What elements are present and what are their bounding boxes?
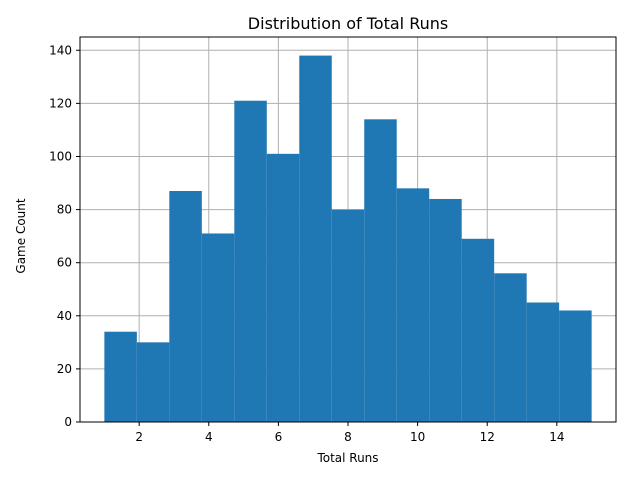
- x-axis-label: Total Runs: [316, 451, 378, 465]
- histogram-bar: [136, 342, 170, 422]
- y-tick-label: 80: [57, 203, 72, 217]
- y-tick-label: 40: [57, 309, 72, 323]
- y-tick-label: 20: [57, 362, 72, 376]
- x-tick-label: 10: [410, 430, 425, 444]
- histogram-bar: [526, 302, 560, 422]
- histogram-bar: [201, 233, 235, 422]
- histogram-bar: [104, 331, 137, 422]
- y-tick-label: 60: [57, 256, 72, 270]
- x-tick-label: 12: [480, 430, 495, 444]
- histogram-bar: [331, 209, 365, 422]
- histogram-bar: [364, 119, 397, 422]
- x-tick-label: 14: [549, 430, 564, 444]
- histogram-bar: [494, 273, 527, 422]
- bars-layer: [104, 55, 592, 423]
- y-axis-label: Game Count: [14, 198, 28, 273]
- histogram-bar: [461, 238, 495, 422]
- histogram-bar: [266, 153, 300, 423]
- x-tick-label: 8: [344, 430, 352, 444]
- chart-title: Distribution of Total Runs: [248, 14, 448, 33]
- y-tick-label: 100: [49, 149, 72, 163]
- y-tick-label: 120: [49, 96, 72, 110]
- histogram-bar: [559, 310, 592, 422]
- histogram-bar: [396, 188, 430, 422]
- histogram-bar: [169, 191, 202, 422]
- histogram-bar: [299, 55, 332, 422]
- x-tick-label: 6: [275, 430, 283, 444]
- x-tick-label: 4: [205, 430, 213, 444]
- y-tick-label: 140: [49, 43, 72, 57]
- histogram-bar: [429, 198, 462, 422]
- x-tick-label: 2: [135, 430, 143, 444]
- histogram-bar: [234, 100, 267, 423]
- y-tick-label: 0: [64, 415, 72, 429]
